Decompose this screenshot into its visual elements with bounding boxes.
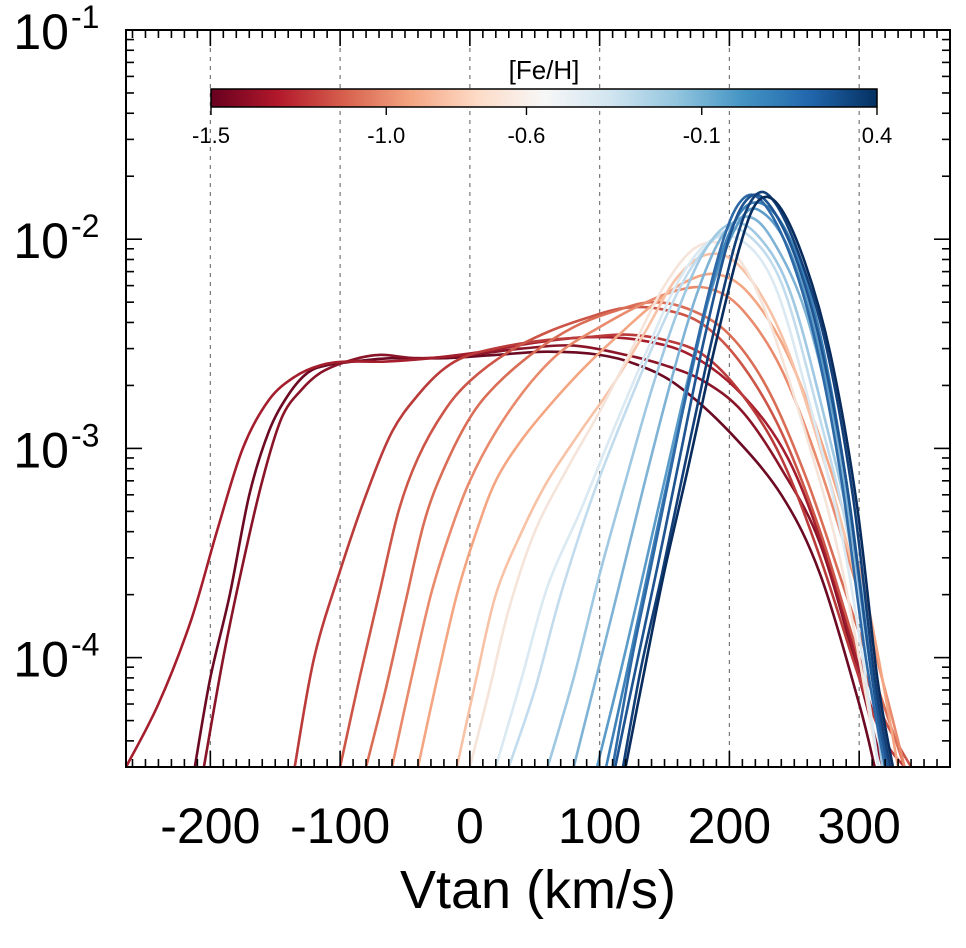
colorbar-tick-label-3: -0.1 (683, 123, 721, 148)
y-tick-label-3: 10 -1 (13, 0, 99, 60)
colorbar: [Fe/H] -1.5 -1.0 -0.6 -0.1 0.4 (192, 55, 892, 148)
x-tick-label-1: -100 (290, 798, 390, 854)
colorbar-gradient (210, 88, 878, 108)
series-line-4 (338, 305, 913, 767)
series-line-18 (621, 190, 892, 767)
series-line-10 (494, 234, 880, 767)
series-lines (126, 190, 913, 767)
y-tick-base-0: 10 (13, 632, 69, 688)
series-line-12 (546, 221, 884, 767)
y-tick-base-1: 10 (13, 422, 69, 478)
y-tick-label-0: 10 -4 (13, 627, 99, 688)
plot-frame (125, 29, 951, 768)
x-axis-title: Vtan (km/s) (400, 860, 676, 920)
y-tick-label-2: 10 -2 (13, 208, 99, 269)
series-line-7 (416, 272, 900, 767)
colorbar-tick-label-4: 0.4 (862, 123, 893, 148)
x-tick-label-4: 200 (688, 798, 771, 854)
axis-ticks (126, 29, 950, 768)
series-line-11 (507, 227, 884, 767)
colorbar-tick-label-1: -1.0 (367, 123, 405, 148)
gridlines (209, 30, 860, 767)
y-tick-label-1: 10 -3 (13, 417, 99, 478)
x-tick-label-0: -200 (160, 798, 260, 854)
series-line-9 (468, 240, 880, 767)
series-line-6 (390, 285, 906, 767)
colorbar-tick-label-2: -0.6 (508, 123, 546, 148)
y-tick-exp-1: -3 (71, 417, 99, 453)
colorbar-title: [Fe/H] (509, 55, 580, 85)
series-line-2 (126, 335, 893, 767)
series-line-17 (613, 193, 889, 767)
series-line-3 (293, 333, 906, 767)
y-tick-base-3: 10 (13, 4, 69, 60)
y-tick-base-2: 10 (13, 213, 69, 269)
colorbar-tick-label-0: -1.5 (192, 123, 230, 148)
y-tick-exp-0: -4 (71, 627, 99, 663)
y-tick-exp-3: -1 (71, 0, 99, 35)
series-line-19 (624, 195, 895, 767)
x-tick-label-2: 0 (456, 798, 484, 854)
y-tick-exp-2: -2 (71, 208, 99, 244)
series-line-13 (572, 215, 887, 767)
series-line-16 (611, 193, 887, 767)
series-line-5 (364, 300, 906, 767)
x-tick-label-5: 300 (817, 798, 900, 854)
x-tick-label-3: 100 (558, 798, 641, 854)
